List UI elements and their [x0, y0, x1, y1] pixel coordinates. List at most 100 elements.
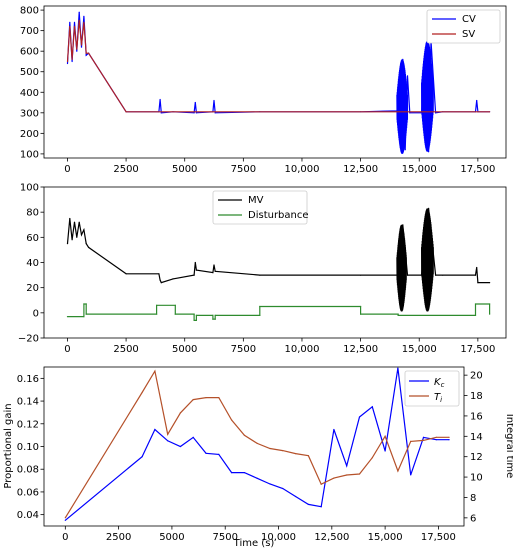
data-point-mv	[428, 208, 429, 209]
data-point-cv	[400, 88, 401, 89]
data-point-mv	[194, 275, 195, 276]
data-point-mv	[161, 282, 162, 283]
y-tick-label: 700	[20, 26, 39, 37]
x-tick-label: 2500	[113, 164, 138, 175]
data-point-mv	[158, 273, 159, 274]
data-point-k-c	[180, 446, 181, 447]
data-point-disturbance	[259, 315, 260, 316]
x-tick-label: 0	[62, 532, 68, 543]
x-tick-label: 7500	[231, 344, 256, 355]
data-point-mv	[475, 275, 476, 276]
data-point-sv	[67, 61, 68, 62]
data-point-t-i	[436, 437, 437, 438]
data-point-k-c	[359, 416, 360, 417]
x-tick-label: 7500	[231, 164, 256, 175]
data-point-sv	[74, 26, 75, 27]
y-tick-label: 0	[33, 308, 39, 319]
data-point-disturbance	[86, 303, 87, 304]
x-tick-label: 12,500	[343, 164, 378, 175]
data-point-mv	[435, 275, 436, 276]
data-point-sv	[88, 53, 89, 54]
data-point-disturbance	[156, 305, 157, 306]
y-tick-label-right: 20	[470, 371, 483, 382]
data-point-mv	[88, 247, 89, 248]
data-point-disturbance	[259, 306, 260, 307]
x-tick-label: 15,000	[368, 532, 403, 543]
y-tick-label: 40	[26, 258, 39, 269]
data-point-disturbance	[86, 314, 87, 315]
data-point-disturbance	[196, 315, 197, 316]
x-tick-label: 0	[64, 164, 70, 175]
x-axis-label: Time (s)	[233, 538, 275, 549]
data-point-cv	[76, 51, 77, 52]
data-point-disturbance	[156, 314, 157, 315]
data-point-cv	[426, 42, 427, 43]
legend-label-ti-sub: i	[440, 396, 442, 404]
legend-label-disturbance: Disturbance	[248, 210, 309, 221]
data-point-mv	[398, 275, 399, 276]
data-point-mv	[213, 264, 214, 265]
data-point-sv	[69, 26, 70, 27]
data-point-t-i	[257, 443, 258, 444]
data-point-k-c	[436, 439, 437, 440]
x-tick-label: 15,000	[402, 164, 437, 175]
data-point-sv	[81, 44, 82, 45]
data-point-k-c	[397, 368, 398, 369]
data-point-t-i	[269, 448, 270, 449]
data-point-mv	[76, 237, 77, 238]
data-point-t-i	[410, 441, 411, 442]
data-point-sv	[126, 111, 127, 112]
y-tick-label: 60	[26, 233, 39, 244]
data-point-t-i	[142, 392, 143, 393]
y-tick-label: 400	[20, 88, 39, 99]
legend-label-cv: CV	[462, 14, 476, 25]
y-tick-label: 20	[26, 283, 39, 294]
y-tick-label: 0.10	[17, 442, 39, 453]
data-point-disturbance	[196, 320, 197, 321]
gain-integral-panel: 0 2500 5000 7500 10,000 12,500 15,000 17,5000.0…	[3, 367, 513, 549]
data-point-mv	[259, 275, 260, 276]
data-point-t-i	[333, 478, 334, 479]
data-point-k-c	[244, 472, 245, 473]
data-point-mv	[407, 275, 408, 276]
y-tick-label-right: 10	[470, 473, 483, 484]
data-point-cv	[476, 100, 477, 101]
data-point-t-i	[385, 436, 386, 437]
data-point-disturbance	[475, 315, 476, 316]
data-point-disturbance	[175, 314, 176, 315]
data-point-cv	[72, 61, 73, 62]
data-point-t-i	[372, 457, 373, 458]
data-point-t-i	[218, 397, 219, 398]
x-tick-label: 5000	[159, 532, 184, 543]
data-point-sv	[83, 22, 84, 23]
y-tick-label: 100	[20, 183, 39, 194]
x-tick-label: 10,000	[284, 344, 319, 355]
data-point-mv	[79, 222, 80, 223]
data-point-disturbance	[67, 316, 68, 317]
y-tick-label: 0.14	[17, 397, 39, 408]
x-tick-label: 5000	[172, 164, 197, 175]
data-point-mv	[196, 270, 197, 271]
x-tick-label: 12,500	[314, 532, 349, 543]
y-tick-label-right: 16	[470, 411, 483, 422]
data-point-t-i	[321, 484, 322, 485]
x-tick-label: 10,000	[284, 164, 319, 175]
data-point-t-i	[449, 437, 450, 438]
data-point-k-c	[193, 437, 194, 438]
data-point-disturbance	[83, 303, 84, 304]
data-point-disturbance	[175, 305, 176, 306]
y-tick-label: 300	[20, 108, 39, 119]
legend-label-mv: MV	[248, 195, 264, 206]
data-point-k-c	[231, 472, 232, 473]
legend-label-sv: SV	[462, 29, 475, 40]
y-tick-label: 200	[20, 129, 39, 140]
legend: MV Disturbance	[213, 191, 309, 224]
data-point-mv	[212, 272, 213, 273]
y-tick-label-right: 6	[470, 513, 476, 524]
data-point-mv	[67, 243, 68, 244]
data-point-disturbance	[194, 314, 195, 315]
x-tick-label: 17,500	[421, 532, 456, 543]
legend: CV SV	[427, 10, 500, 43]
data-point-cv	[69, 22, 70, 23]
